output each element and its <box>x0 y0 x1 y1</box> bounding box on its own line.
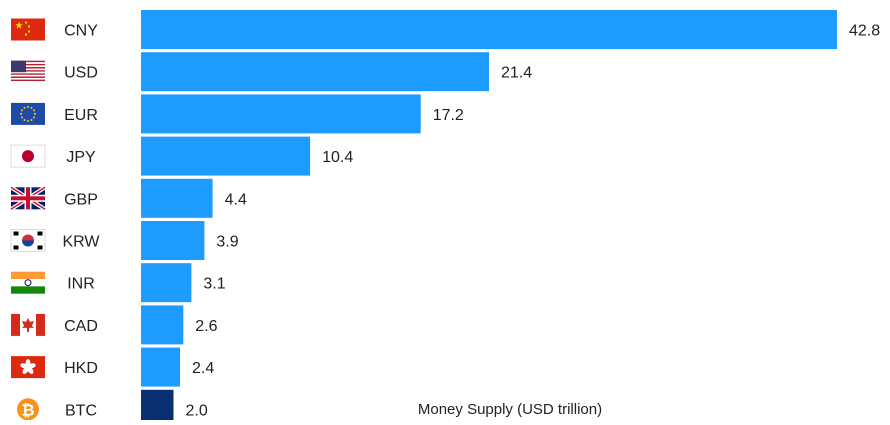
value-label-eur: 17.2 <box>433 107 464 124</box>
bar-eur <box>141 94 421 134</box>
value-label-usd: 21.4 <box>501 65 532 82</box>
value-label-jpy: 10.4 <box>322 149 353 166</box>
x-axis-label: Money Supply (USD trillion) <box>418 401 602 418</box>
bar-hkd <box>141 347 180 387</box>
uk-flag-icon <box>9 185 47 211</box>
eu-flag-icon <box>11 102 45 125</box>
japan-flag-icon <box>10 144 46 168</box>
category-label-inr: INR <box>67 276 95 293</box>
bar-cny <box>141 10 837 49</box>
bar-btc <box>141 389 174 425</box>
value-label-cny: 42.8 <box>849 23 880 40</box>
china-flag-icon <box>11 18 45 41</box>
category-label-jpy: JPY <box>66 149 96 166</box>
bar-jpy <box>141 136 311 176</box>
india-flag-icon <box>11 271 45 294</box>
category-label-eur: EUR <box>64 107 98 124</box>
value-label-hkd: 2.4 <box>192 360 214 377</box>
svg-text:₿: ₿ <box>21 401 34 419</box>
category-label-krw: KRW <box>62 234 100 251</box>
bitcoin-icon: ₿ <box>17 398 39 421</box>
usa-flag-icon <box>11 60 45 83</box>
bar-usd <box>141 52 489 92</box>
canada-flag-icon <box>11 313 45 336</box>
bar-gbp <box>141 178 213 218</box>
category-label-hkd: HKD <box>64 360 98 377</box>
south-korea-flag-icon <box>10 229 46 252</box>
category-label-cny: CNY <box>64 23 98 40</box>
value-label-btc: 2.0 <box>186 402 208 419</box>
value-label-krw: 3.9 <box>216 234 238 251</box>
bar-inr <box>141 263 192 303</box>
bar-cad <box>141 305 184 345</box>
value-label-gbp: 4.4 <box>225 191 247 208</box>
category-label-btc: BTC <box>65 402 97 419</box>
category-label-usd: USD <box>64 65 98 82</box>
hong-kong-flag-icon <box>11 356 45 379</box>
bar-krw <box>141 221 205 260</box>
value-label-cad: 2.6 <box>195 318 217 335</box>
value-label-inr: 3.1 <box>203 276 225 293</box>
category-label-cad: CAD <box>64 318 98 335</box>
category-label-gbp: GBP <box>64 191 98 208</box>
